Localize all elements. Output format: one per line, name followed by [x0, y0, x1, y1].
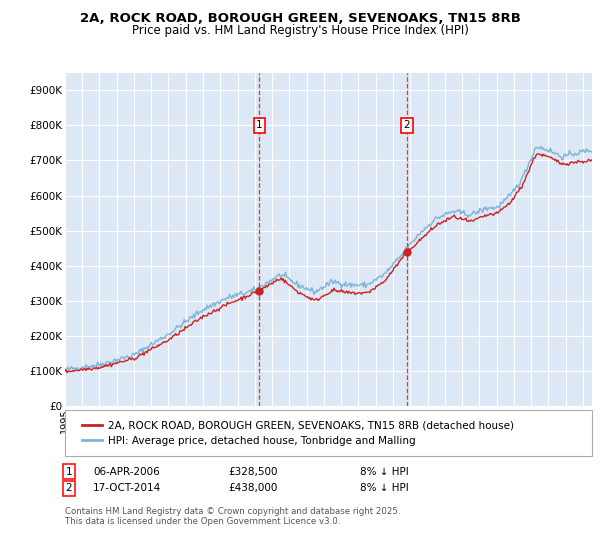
Text: 1: 1 — [256, 120, 263, 130]
Text: £438,000: £438,000 — [228, 483, 277, 493]
Text: Price paid vs. HM Land Registry's House Price Index (HPI): Price paid vs. HM Land Registry's House … — [131, 24, 469, 36]
Text: 2: 2 — [403, 120, 410, 130]
Text: Contains HM Land Registry data © Crown copyright and database right 2025.
This d: Contains HM Land Registry data © Crown c… — [65, 507, 400, 526]
Text: 2: 2 — [65, 483, 73, 493]
Text: 06-APR-2006: 06-APR-2006 — [93, 466, 160, 477]
Text: 8% ↓ HPI: 8% ↓ HPI — [360, 483, 409, 493]
Legend: 2A, ROCK ROAD, BOROUGH GREEN, SEVENOAKS, TN15 8RB (detached house), HPI: Average: 2A, ROCK ROAD, BOROUGH GREEN, SEVENOAKS,… — [75, 414, 520, 452]
Text: 2A, ROCK ROAD, BOROUGH GREEN, SEVENOAKS, TN15 8RB: 2A, ROCK ROAD, BOROUGH GREEN, SEVENOAKS,… — [80, 12, 520, 25]
Text: 17-OCT-2014: 17-OCT-2014 — [93, 483, 161, 493]
Text: £328,500: £328,500 — [228, 466, 277, 477]
Text: 8% ↓ HPI: 8% ↓ HPI — [360, 466, 409, 477]
Text: 1: 1 — [65, 466, 73, 477]
